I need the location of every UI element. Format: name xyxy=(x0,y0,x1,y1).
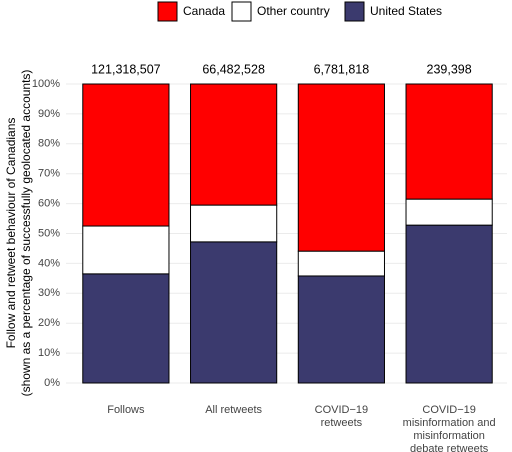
bar-total-label: 66,482,528 xyxy=(202,62,265,76)
bar-total-label: 121,318,507 xyxy=(91,62,161,76)
y-tick-label: 40% xyxy=(38,257,60,269)
bar-total-label: 239,398 xyxy=(427,62,472,76)
bar-segment xyxy=(405,198,493,226)
x-tick-label: All retweets xyxy=(205,404,262,416)
y-tick-label: 80% xyxy=(38,138,60,150)
x-tick-label: misinformation xyxy=(413,430,485,442)
legend-swatch xyxy=(157,1,178,22)
legend-label: Other country xyxy=(257,4,330,18)
bar-total-label: 6,781,818 xyxy=(314,62,370,76)
x-tick-label: COVID−19 xyxy=(422,404,476,416)
y-axis-title: Follow and retweet behaviour of Canadian… xyxy=(4,118,18,349)
legend-swatch xyxy=(344,1,365,22)
bar-segment xyxy=(297,275,385,384)
bar-segment xyxy=(82,83,170,227)
x-tick-label: COVID−19 xyxy=(315,404,369,416)
y-tick-label: 90% xyxy=(38,108,60,120)
y-tick-label: 60% xyxy=(38,198,60,210)
bar-segment xyxy=(82,273,170,384)
y-tick-label: 70% xyxy=(38,168,60,180)
legend-swatch xyxy=(231,1,252,22)
x-tick-label: Follows xyxy=(107,404,145,416)
legend-label: United States xyxy=(370,4,442,18)
x-tick-label: debate retweets xyxy=(410,443,489,452)
bar-segment xyxy=(297,250,385,277)
y-tick-label: 20% xyxy=(38,317,60,329)
bar-segment xyxy=(190,241,278,384)
bar-segment xyxy=(190,204,278,243)
bar-segment xyxy=(82,225,170,275)
x-tick-label: retweets xyxy=(321,417,363,429)
y-tick-label: 100% xyxy=(32,78,60,90)
legend-label: Canada xyxy=(183,4,225,18)
bar-segment xyxy=(190,83,278,206)
y-axis-title: (shown as a percentage of successfully g… xyxy=(19,70,33,397)
bar-segment xyxy=(405,83,493,200)
y-tick-label: 10% xyxy=(38,347,60,359)
y-tick-label: 30% xyxy=(38,287,60,299)
bar-segment xyxy=(405,224,493,384)
x-tick-label: misinformation and xyxy=(403,417,496,429)
y-tick-label: 0% xyxy=(44,377,60,389)
y-tick-label: 50% xyxy=(38,227,60,239)
bar-segment xyxy=(297,83,385,252)
